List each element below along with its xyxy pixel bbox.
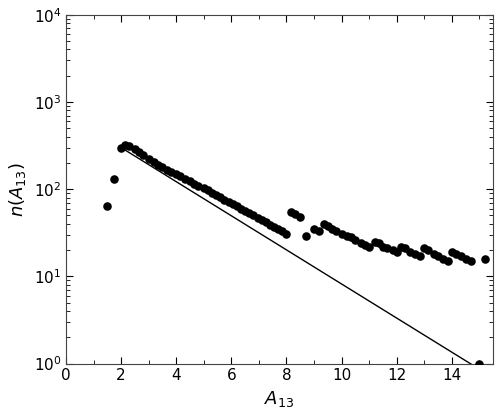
Point bbox=[262, 219, 270, 225]
Point bbox=[190, 180, 198, 187]
Point bbox=[430, 251, 438, 258]
Point bbox=[410, 251, 418, 258]
Point bbox=[290, 210, 298, 217]
Point bbox=[286, 208, 294, 215]
Point bbox=[150, 158, 158, 165]
Point bbox=[250, 212, 258, 219]
Point bbox=[462, 255, 469, 262]
Point bbox=[200, 185, 208, 191]
Point bbox=[316, 228, 324, 235]
Point bbox=[420, 245, 428, 252]
Point bbox=[392, 249, 400, 255]
Point bbox=[416, 253, 424, 260]
Point bbox=[122, 142, 130, 149]
Point bbox=[332, 228, 340, 235]
Point bbox=[278, 228, 286, 235]
Point bbox=[320, 220, 328, 227]
Point bbox=[172, 171, 180, 178]
Point bbox=[424, 247, 432, 253]
Point bbox=[370, 238, 378, 245]
Point bbox=[117, 144, 125, 151]
Point bbox=[258, 217, 266, 224]
Point bbox=[347, 234, 355, 241]
Point bbox=[365, 243, 373, 250]
Point bbox=[162, 166, 170, 173]
Point bbox=[154, 161, 162, 168]
Point bbox=[131, 146, 139, 152]
Point bbox=[444, 258, 452, 265]
Point bbox=[406, 249, 414, 255]
Point bbox=[401, 245, 409, 252]
Point bbox=[328, 225, 336, 232]
Point bbox=[434, 253, 442, 260]
Point bbox=[452, 251, 460, 258]
Point bbox=[448, 249, 456, 255]
Point bbox=[481, 255, 489, 262]
Point bbox=[296, 214, 304, 220]
Point bbox=[135, 148, 143, 155]
Point bbox=[352, 237, 360, 243]
Point bbox=[245, 210, 253, 217]
Point bbox=[224, 198, 232, 205]
Point bbox=[440, 255, 448, 262]
Point bbox=[216, 194, 224, 201]
Point bbox=[467, 258, 475, 265]
Point bbox=[324, 223, 332, 229]
Point bbox=[254, 215, 262, 221]
Point bbox=[374, 240, 382, 247]
Point bbox=[397, 243, 405, 250]
Point bbox=[282, 230, 290, 237]
Point bbox=[361, 242, 369, 248]
Point bbox=[180, 176, 188, 182]
Point bbox=[220, 196, 228, 203]
Y-axis label: $n(A_{13})$: $n(A_{13})$ bbox=[7, 162, 28, 217]
Point bbox=[302, 233, 310, 240]
Point bbox=[110, 176, 118, 183]
Point bbox=[144, 155, 152, 162]
Point bbox=[388, 247, 396, 253]
Point bbox=[357, 240, 365, 247]
Point bbox=[176, 173, 184, 180]
Point bbox=[158, 164, 166, 171]
Point bbox=[274, 225, 282, 232]
Point bbox=[212, 192, 220, 198]
Point bbox=[228, 201, 236, 207]
Point bbox=[270, 223, 278, 230]
Point bbox=[204, 187, 212, 194]
Point bbox=[266, 222, 274, 228]
Point bbox=[241, 207, 249, 214]
Point bbox=[104, 202, 112, 209]
Point bbox=[476, 360, 484, 367]
Point bbox=[194, 182, 202, 189]
Point bbox=[338, 230, 345, 237]
Point bbox=[379, 243, 387, 250]
Point bbox=[166, 168, 174, 175]
X-axis label: $A_{13}$: $A_{13}$ bbox=[264, 389, 294, 409]
Point bbox=[126, 143, 134, 150]
Point bbox=[383, 245, 391, 252]
Point bbox=[310, 225, 318, 232]
Point bbox=[186, 178, 194, 184]
Point bbox=[208, 189, 216, 196]
Point bbox=[139, 151, 147, 158]
Point bbox=[233, 203, 241, 209]
Point bbox=[458, 253, 466, 260]
Point bbox=[237, 205, 245, 212]
Point bbox=[343, 233, 351, 240]
